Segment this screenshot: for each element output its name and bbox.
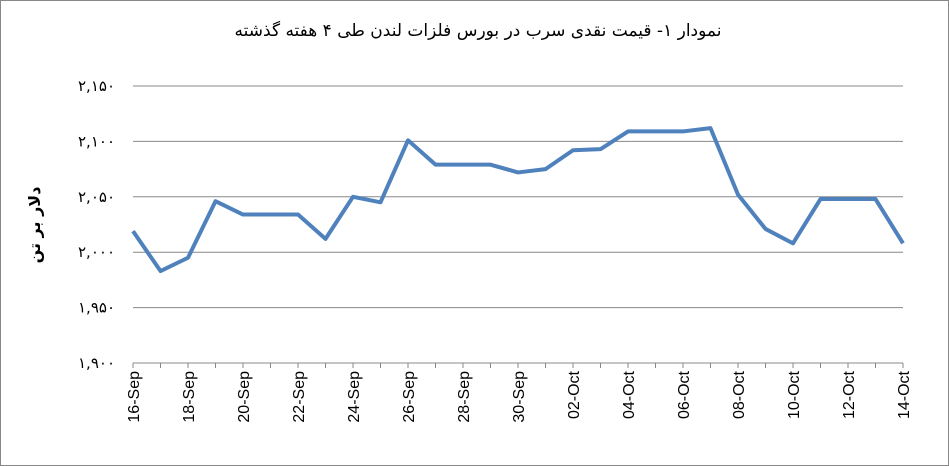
- x-tick-label: 24-Sep: [346, 371, 363, 423]
- x-tick-label: 30-Sep: [511, 371, 528, 423]
- x-tick-label: 14-Oct: [896, 370, 913, 419]
- x-tick-label: 08-Oct: [731, 370, 748, 419]
- y-tick-label: ۱,۹۵۰: [78, 299, 115, 317]
- y-tick-label: ۲,۰۰۰: [78, 243, 115, 261]
- y-axis-label: دلار بر تن: [25, 187, 44, 264]
- x-tick-label: 04-Oct: [621, 370, 638, 419]
- x-tick-label: 02-Oct: [566, 370, 583, 419]
- x-tick-label: 20-Sep: [236, 371, 253, 423]
- x-tick-label: 22-Sep: [291, 371, 308, 423]
- x-tick-label: 28-Sep: [456, 371, 473, 423]
- x-tick-label: 10-Oct: [786, 370, 803, 419]
- x-tick-label: 16-Sep: [126, 371, 143, 423]
- x-tick-label: 18-Sep: [181, 371, 198, 423]
- chart-title: نمودار ۱- قیمت نقدی سرب در بورس فلزات لن…: [235, 20, 722, 41]
- x-tick-label: 06-Oct: [676, 370, 693, 419]
- data-line: [131, 126, 905, 274]
- y-tick-label: ۲,۱۰۰: [78, 132, 115, 150]
- y-tick-label: ۱,۹۰۰: [78, 354, 115, 372]
- y-tick-label: ۲,۰۵۰: [78, 188, 115, 206]
- x-tick-label: 12-Oct: [841, 370, 858, 419]
- y-tick-label: ۲,۱۵۰: [78, 77, 115, 95]
- x-tick-label: 26-Sep: [401, 371, 418, 423]
